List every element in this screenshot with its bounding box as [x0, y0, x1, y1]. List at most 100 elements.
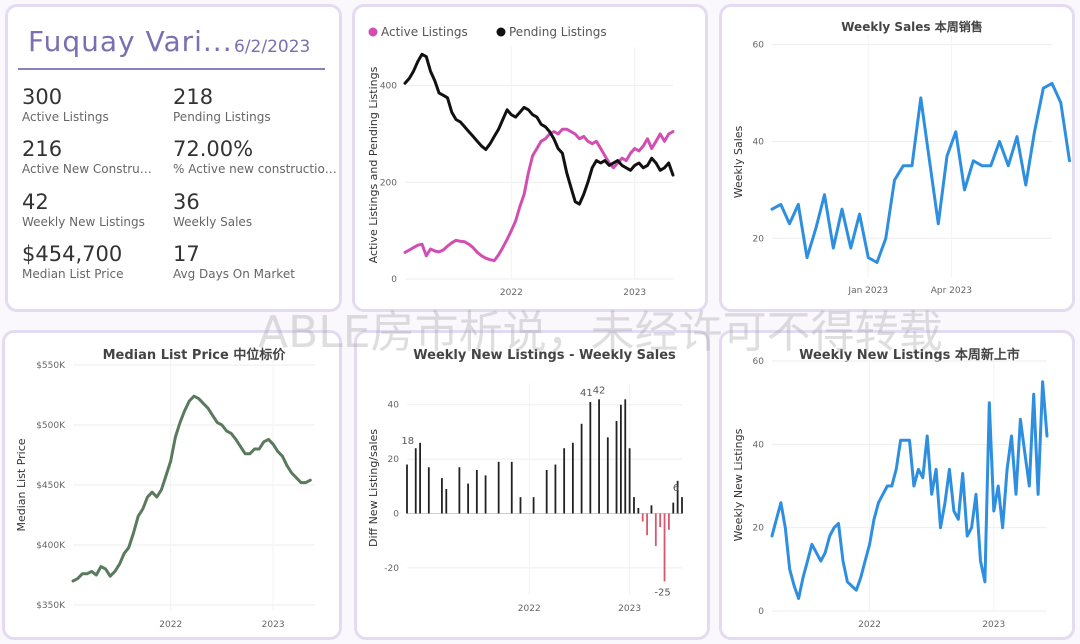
legend-label: Pending Listings: [509, 25, 607, 39]
y-tick-label: 20: [753, 524, 765, 534]
y-tick-label: $500K: [36, 421, 66, 431]
diff-bar: [467, 483, 470, 514]
pending-listings-line: [403, 52, 675, 206]
diff-bar: [414, 448, 417, 514]
kpi-active-new-construction: 216 Active New Constructi...: [22, 137, 156, 177]
kpi-median-list-price: $454,700 Median List Price: [22, 242, 172, 282]
kpi-label: Pending Listings: [173, 110, 271, 124]
kpi-value: 216: [22, 137, 63, 161]
diff-bar: [563, 448, 566, 514]
median-price-chart-panel: Median List Price 中位标价 Median List Price $…: [2, 330, 342, 640]
active-pending-chart: Active Listings and Pending Listings 0 200…: [367, 25, 675, 298]
diff-bar: [663, 513, 666, 582]
weekly-new-listings-chart: Weekly New Listings 本周新上市 Weekly New List…: [732, 347, 1049, 630]
diff-bar: [637, 508, 640, 514]
kpi-active-listings: 300 Active Listings: [22, 85, 172, 125]
x-tick-label: Apr 2023: [931, 286, 972, 296]
diff-bar: [615, 421, 618, 514]
diff-bar: [641, 513, 644, 522]
diff-bar: [427, 467, 430, 514]
kpi-value: $454,700: [22, 242, 123, 266]
report-date: 6/2/2023: [234, 37, 311, 57]
y-axis-label: Weekly New Listings: [732, 428, 745, 541]
diff-bar: [589, 402, 592, 514]
diff-bar: [532, 497, 535, 514]
diff-bar: [672, 502, 675, 514]
chart-title: Weekly New Listings 本周新上市: [799, 347, 1020, 363]
y-tick-label: $400K: [36, 541, 66, 551]
y-axis-label: Active Listings and Pending Listings: [367, 66, 380, 263]
diff-bar: [510, 461, 513, 514]
diff-bar: [419, 442, 421, 514]
chart-title: Median List Price 中位标价: [103, 347, 287, 363]
diff-bar: [624, 399, 627, 514]
y-tick-label: 0: [391, 275, 397, 285]
y-tick-label: 200: [380, 178, 397, 188]
x-tick-label: Jan 2023: [847, 286, 888, 296]
y-tick-label: 60: [753, 41, 765, 51]
x-tick-label: 2023: [262, 620, 285, 630]
x-tick-label: 2022: [500, 288, 523, 298]
diff-bar: [441, 478, 443, 514]
diff-bar: [545, 469, 548, 514]
kpi-value: 218: [173, 85, 214, 109]
x-tick-label: 2023: [623, 288, 646, 298]
diff-bar: [681, 497, 683, 514]
diff-listings-sales-chart: Weekly New Listings - Weekly Sales Diff N…: [367, 348, 683, 614]
kpi-label: Median List Price: [22, 267, 124, 281]
y-tick-label: 60: [753, 357, 765, 367]
diff-bar: [519, 497, 522, 514]
kpi-label: % Active new constructions: [173, 162, 338, 176]
legend-marker: [368, 27, 378, 37]
y-tick-label: -20: [384, 564, 399, 574]
x-tick-label: 2023: [618, 604, 641, 614]
active-pending-chart-panel: Active Listings and Pending Listings 0 200…: [352, 4, 708, 312]
kpi-label: Active New Constructi...: [22, 162, 156, 176]
y-tick-label: 40: [388, 401, 400, 411]
diff-bar: [606, 437, 609, 514]
kpi-value: 300: [22, 85, 63, 109]
diff-bar: [484, 475, 487, 514]
diff-bar: [571, 442, 574, 514]
diff-bar: [445, 489, 448, 514]
kpi-weekly-new-listings: 42 Weekly New Listings: [22, 190, 172, 230]
diff-bar: [654, 513, 657, 547]
y-tick-label: 400: [380, 82, 397, 92]
chart-title: Weekly New Listings - Weekly Sales: [413, 348, 676, 363]
kpi-value: 42: [22, 190, 49, 214]
y-tick-label: 0: [758, 607, 764, 617]
y-axis-label: Median List Price: [15, 438, 28, 531]
kpi-avg-days-on-market: 17 Avg Days On Market: [173, 242, 323, 282]
diff-bar: [598, 399, 600, 514]
diff-bar: [554, 464, 557, 514]
data-label: -25: [654, 587, 670, 598]
weekly-sales-chart-panel: Weekly Sales 本周销售 Weekly Sales 20 40 60 Jan 2…: [719, 4, 1075, 312]
x-tick-label: 2022: [858, 620, 881, 630]
x-tick-label: 2023: [982, 620, 1005, 630]
legend-label: Active Listings: [381, 25, 468, 39]
median-list-price-line: [71, 394, 312, 583]
diff-listings-sales-chart-panel: Weekly New Listings - Weekly Sales Diff N…: [354, 330, 710, 640]
diff-bar: [668, 513, 670, 530]
data-label: 41: [580, 388, 593, 399]
y-tick-label: $450K: [36, 481, 66, 491]
kpi-label: Weekly New Listings: [22, 215, 145, 229]
kpi-value: 17: [173, 242, 200, 266]
weekly-sales-line: [770, 81, 1071, 264]
y-tick-label: 40: [753, 137, 765, 147]
diff-bar: [676, 480, 679, 514]
diff-bar: [646, 513, 648, 536]
data-label: 6: [673, 483, 679, 494]
y-axis-label: Weekly Sales: [732, 125, 745, 198]
weekly-new-listings-line: [770, 380, 1049, 600]
y-tick-label: 20: [388, 455, 400, 465]
kpi-weekly-sales: 36 Weekly Sales: [173, 190, 323, 230]
x-tick-label: 2022: [159, 620, 182, 630]
y-tick-label: 40: [753, 440, 765, 450]
median-price-chart: Median List Price 中位标价 Median List Price $…: [15, 347, 315, 630]
diff-bar: [619, 404, 622, 514]
weekly-sales-chart: Weekly Sales 本周销售 Weekly Sales 20 40 60 Jan 2…: [732, 19, 1071, 296]
kpi-value: 36: [173, 190, 200, 214]
kpi-label: Active Listings: [22, 110, 109, 124]
diff-bar: [650, 505, 653, 514]
